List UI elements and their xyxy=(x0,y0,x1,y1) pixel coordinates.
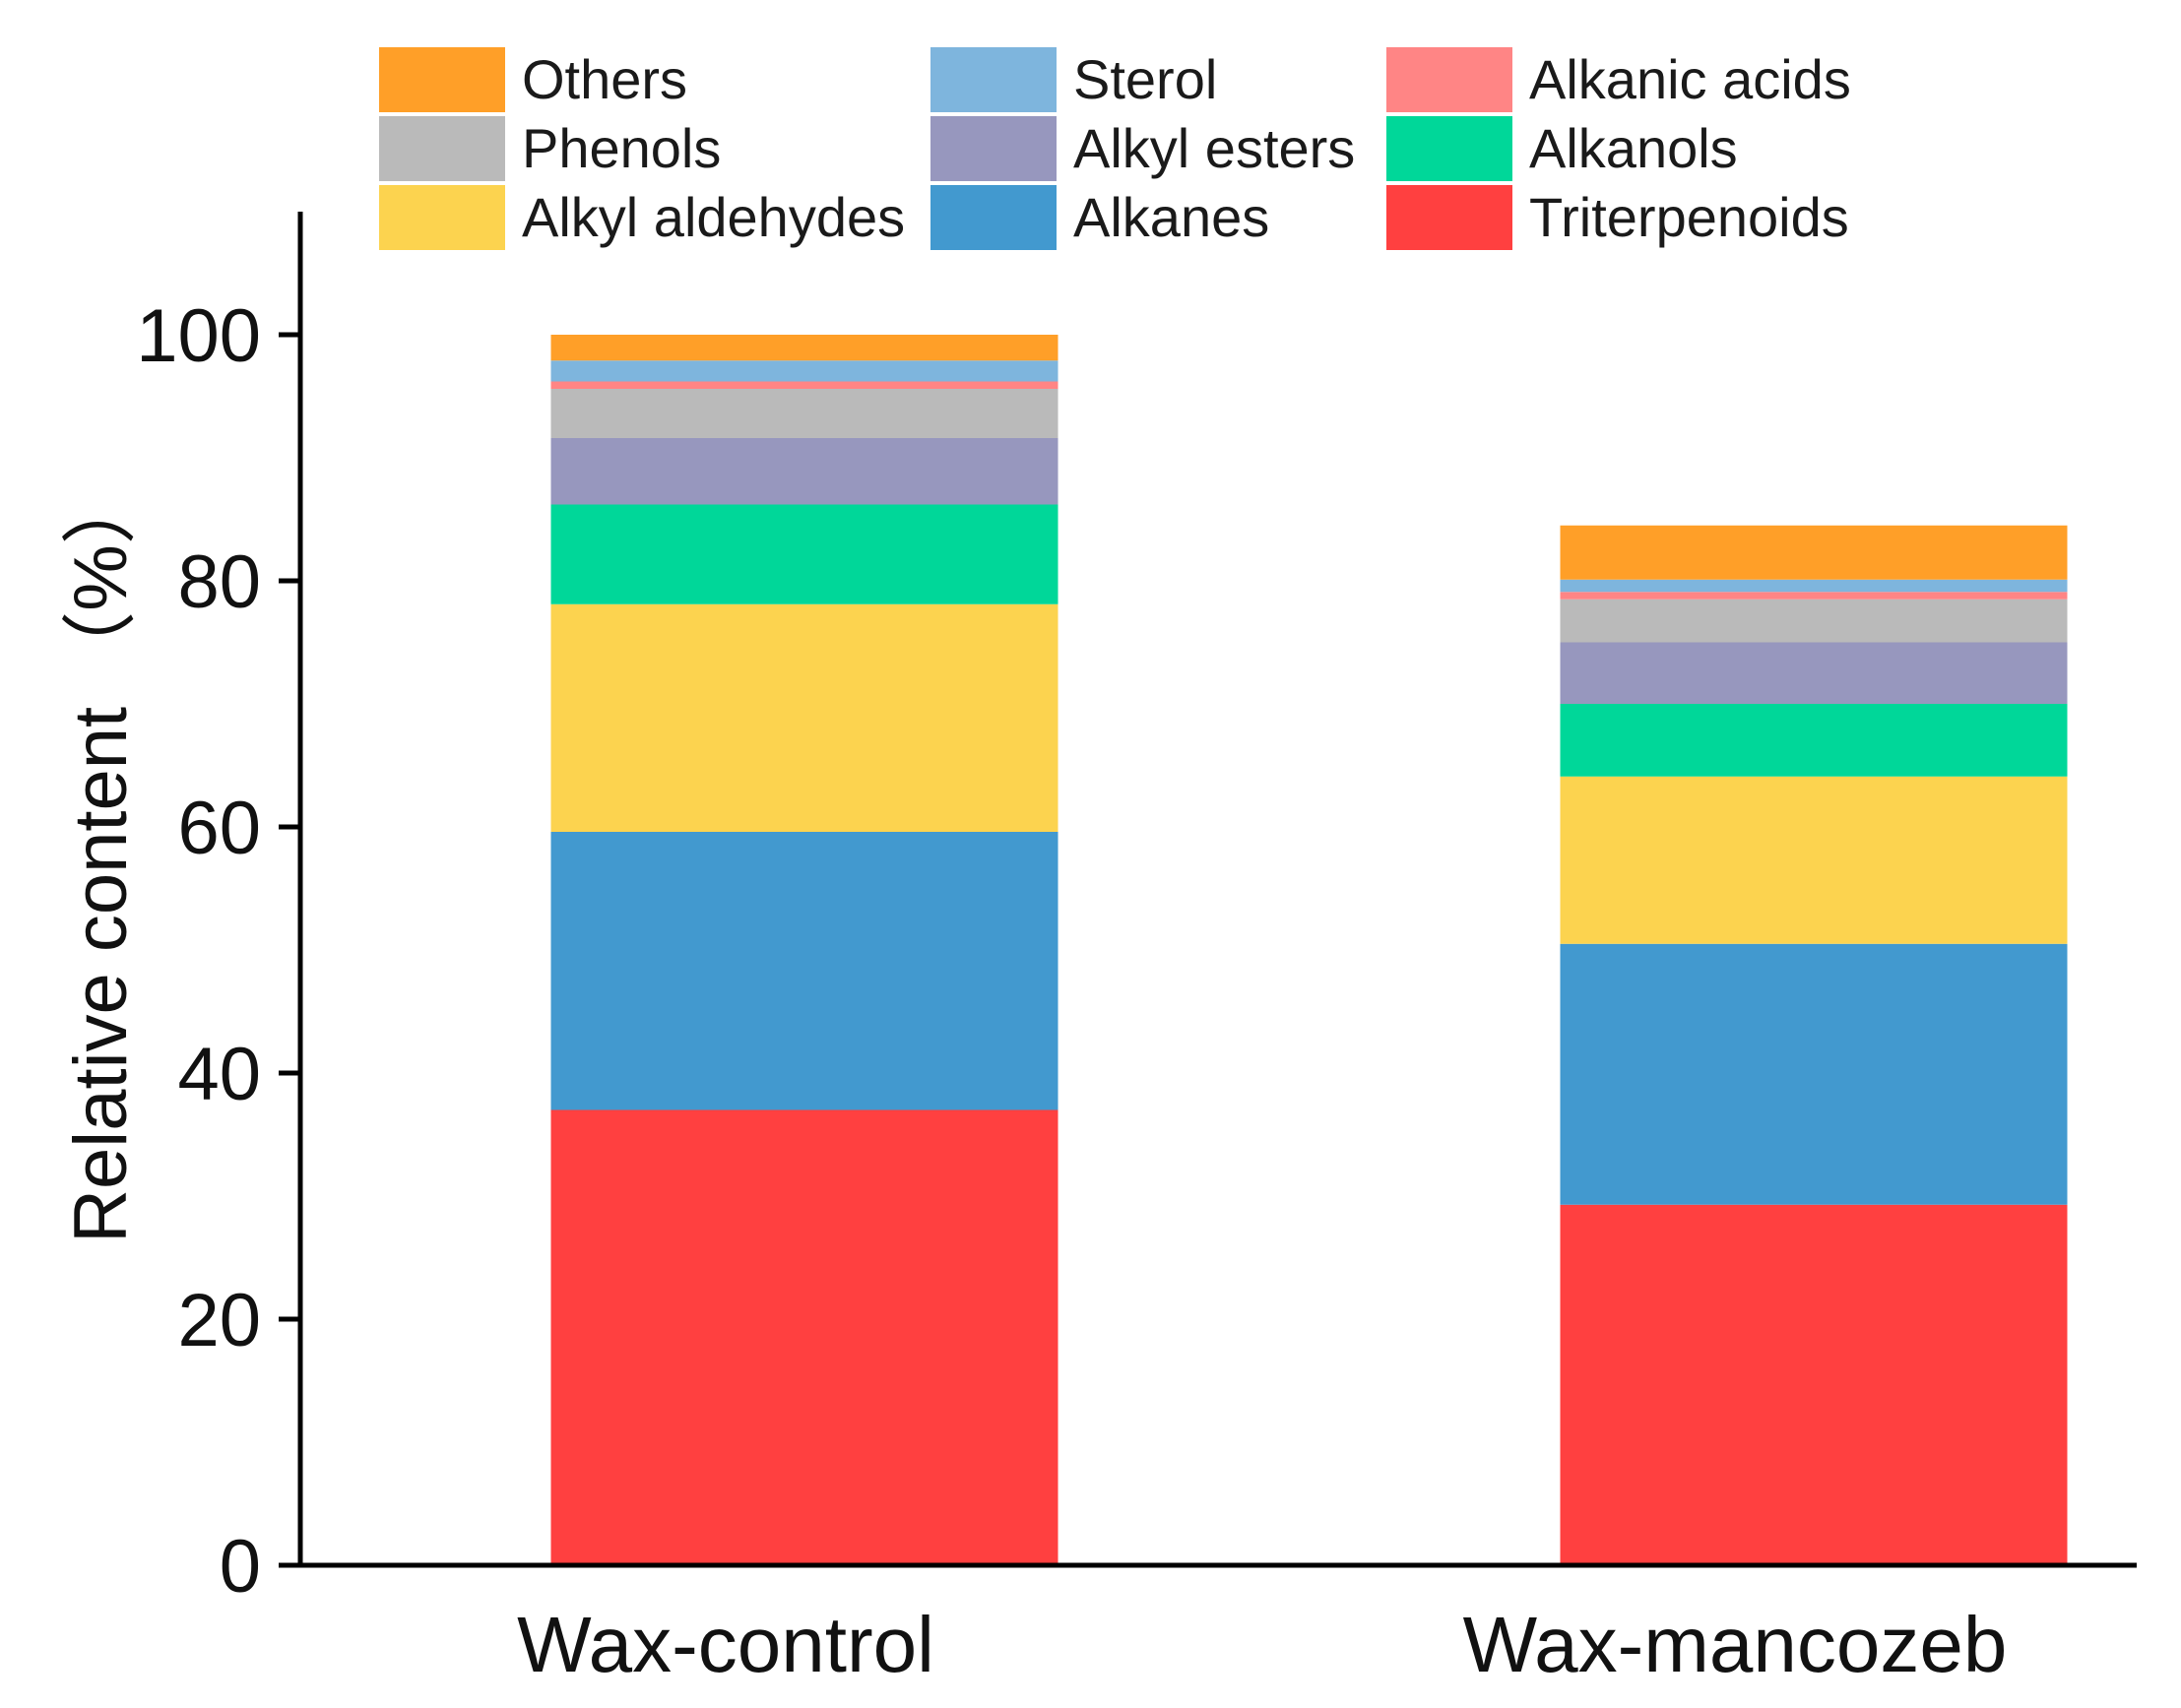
axes: 0 20 40 60 80 100 Wax-control Wax-mancozeb xyxy=(136,212,2137,1688)
bar-segment-wax-mancozeb-triterpenoids xyxy=(1560,1204,2068,1565)
bar-segment-wax-control-triterpenoids xyxy=(550,1109,1058,1565)
bar-segment-wax-mancozeb-alkyl-aldehydes xyxy=(1560,776,2068,944)
bar-segment-wax-control-phenols xyxy=(550,389,1058,438)
y-tick-label-40: 40 xyxy=(177,1033,261,1116)
legend-label-phenols: Phenols xyxy=(522,117,721,179)
y-axis-title: Relative content （%） xyxy=(59,470,143,1243)
x-category-label-wax-control: Wax-control xyxy=(517,1601,934,1688)
y-tick-label-80: 80 xyxy=(177,540,261,624)
y-tick-label-20: 20 xyxy=(177,1279,261,1362)
legend-label-others: Others xyxy=(522,48,687,110)
legend-swatch-sterol xyxy=(930,47,1057,112)
bar-segment-wax-mancozeb-others xyxy=(1560,525,2068,580)
y-tick-label-0: 0 xyxy=(220,1525,261,1609)
legend-swatch-alkanols xyxy=(1386,116,1512,181)
bar-segment-wax-control-alkanic-acids xyxy=(550,381,1058,389)
legend: Others Phenols Alkyl aldehydes Sterol Alkyl … xyxy=(379,47,1851,250)
y-tick-label-60: 60 xyxy=(177,787,261,870)
legend-label-alkanic-acids: Alkanic acids xyxy=(1529,48,1851,110)
legend-label-triterpenoids: Triterpenoids xyxy=(1529,186,1849,248)
bar-segment-wax-mancozeb-sterol xyxy=(1560,579,2068,593)
legend-swatch-others xyxy=(379,47,505,112)
bar-segment-wax-mancozeb-alkanic-acids xyxy=(1560,592,2068,600)
bar-segment-wax-mancozeb-alkanols xyxy=(1560,704,2068,777)
bar-segment-wax-control-others xyxy=(550,335,1058,361)
legend-swatch-alkyl-aldehydes xyxy=(379,185,505,250)
bar-segment-wax-control-alkanols xyxy=(550,504,1058,604)
bar-segment-wax-mancozeb-alkanes xyxy=(1560,943,2068,1205)
bar-segment-wax-control-alkanes xyxy=(550,832,1058,1110)
bar-segment-wax-mancozeb-alkyl-esters xyxy=(1560,642,2068,704)
bar-segment-wax-mancozeb-phenols xyxy=(1560,599,2068,643)
bar-segment-wax-control-sterol xyxy=(550,360,1058,382)
legend-swatch-alkanic-acids xyxy=(1386,47,1512,112)
y-tick-label-100: 100 xyxy=(136,294,261,378)
bar-segment-wax-control-alkyl-aldehydes xyxy=(550,603,1058,832)
legend-label-alkanes: Alkanes xyxy=(1073,186,1269,248)
legend-label-alkyl-esters: Alkyl esters xyxy=(1073,117,1355,179)
legend-swatch-triterpenoids xyxy=(1386,185,1512,250)
legend-swatch-phenols xyxy=(379,116,505,181)
bar-segment-wax-control-alkyl-esters xyxy=(550,438,1058,505)
legend-swatch-alkyl-esters xyxy=(930,116,1057,181)
legend-label-alkyl-aldehydes: Alkyl aldehydes xyxy=(522,186,905,248)
legend-label-sterol: Sterol xyxy=(1073,48,1217,110)
bars xyxy=(550,335,2068,1565)
legend-swatch-alkanes xyxy=(930,185,1057,250)
legend-label-alkanols: Alkanols xyxy=(1529,117,1738,179)
x-category-label-wax-mancozeb: Wax-mancozeb xyxy=(1463,1601,2008,1688)
